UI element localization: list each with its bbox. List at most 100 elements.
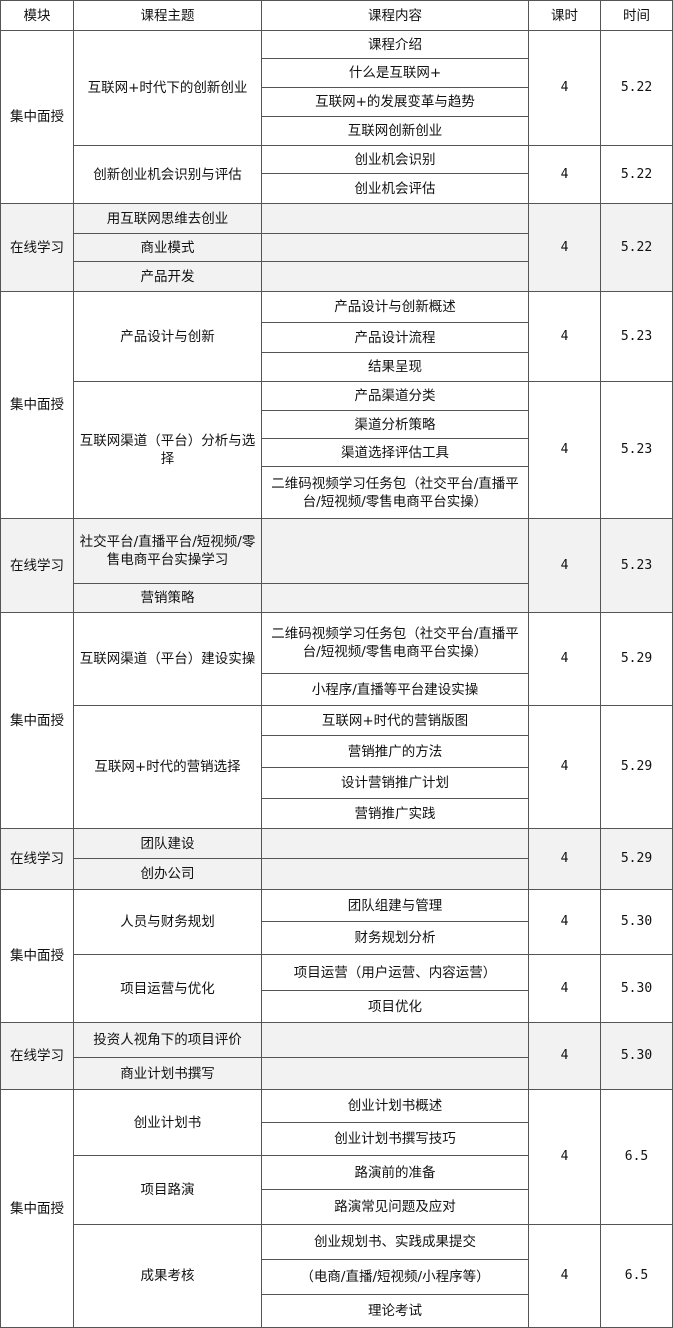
content-cell: 设计营销推广计划: [261, 767, 529, 799]
module-cell: 集中面授: [0, 291, 74, 519]
empty-content-cell: [261, 828, 529, 859]
topic-cell: 用互联网思维去创业: [73, 203, 262, 234]
content-cell: 课程介绍: [261, 30, 529, 59]
topic-cell: 投资人视角下的项目评价: [73, 1022, 262, 1058]
time-cell: 5.22: [600, 30, 673, 146]
time-cell: 5.23: [600, 291, 673, 382]
content-cell: 理论考试: [261, 1294, 529, 1328]
content-cell: 创业计划书撰写技巧: [261, 1122, 529, 1156]
module-cell: 在线学习: [0, 1022, 74, 1090]
content-cell: 渠道分析策略: [261, 410, 529, 439]
content-cell: 产品渠道分类: [261, 381, 529, 411]
content-cell: 小程序/直播等平台建设实操: [261, 673, 529, 706]
hours-cell: 4: [528, 381, 601, 519]
topic-cell: 营销策略: [73, 583, 262, 613]
module-cell: 在线学习: [0, 203, 74, 292]
content-cell: 渠道选择评估工具: [261, 438, 529, 467]
empty-content-cell: [261, 858, 529, 890]
content-cell: 项目优化: [261, 990, 529, 1023]
content-cell: 互联网创新创业: [261, 116, 529, 146]
time-cell: 5.29: [600, 705, 673, 829]
topic-cell: 项目路演: [73, 1155, 262, 1225]
content-cell: 项目运营（用户运营、内容运营）: [261, 954, 529, 991]
content-cell: 创业规划书、实践成果提交: [261, 1224, 529, 1260]
header-cell: 课时: [528, 0, 601, 31]
topic-cell: 互联网+时代的营销选择: [73, 705, 262, 829]
content-cell: 结果呈现: [261, 352, 529, 382]
hours-cell: 4: [528, 889, 601, 955]
content-cell: 团队组建与管理: [261, 889, 529, 922]
hours-cell: 4: [528, 1022, 601, 1090]
header-cell: 课程主题: [73, 0, 262, 31]
content-cell: 二维码视频学习任务包（社交平台/直播平台/短视频/零售电商平台实操）: [261, 612, 529, 674]
time-cell: 5.30: [600, 1022, 673, 1090]
header-cell: 课程内容: [261, 0, 529, 31]
empty-content-cell: [261, 203, 529, 234]
empty-content-cell: [261, 1022, 529, 1058]
topic-cell: 商业模式: [73, 233, 262, 262]
topic-cell: 团队建设: [73, 828, 262, 859]
content-cell: （电商/直播/短视频/小程序等）: [261, 1259, 529, 1295]
time-cell: 5.29: [600, 828, 673, 890]
hours-cell: 4: [528, 954, 601, 1023]
time-cell: 5.23: [600, 518, 673, 613]
module-cell: 集中面授: [0, 889, 74, 1023]
topic-cell: 产品设计与创新: [73, 291, 262, 382]
hours-cell: 4: [528, 828, 601, 890]
time-cell: 5.30: [600, 889, 673, 955]
time-cell: 6.5: [600, 1089, 673, 1225]
empty-content-cell: [261, 583, 529, 613]
content-cell: 路演前的准备: [261, 1155, 529, 1190]
header-cell: 模块: [0, 0, 74, 31]
hours-cell: 4: [528, 203, 601, 292]
time-cell: 5.23: [600, 381, 673, 519]
hours-cell: 4: [528, 612, 601, 706]
topic-cell: 互联网渠道（平台）分析与选择: [73, 381, 262, 519]
content-cell: 二维码视频学习任务包（社交平台/直播平台/短视频/零售电商平台实操）: [261, 466, 529, 519]
time-cell: 5.22: [600, 203, 673, 292]
hours-cell: 4: [528, 705, 601, 829]
topic-cell: 互联网渠道（平台）建设实操: [73, 612, 262, 706]
hours-cell: 4: [528, 30, 601, 146]
topic-cell: 项目运营与优化: [73, 954, 262, 1023]
content-cell: 产品设计流程: [261, 322, 529, 353]
module-cell: 集中面授: [0, 1089, 74, 1328]
content-cell: 产品设计与创新概述: [261, 291, 529, 323]
content-cell: 创业计划书概述: [261, 1089, 529, 1123]
module-cell: 在线学习: [0, 828, 74, 890]
empty-content-cell: [261, 1057, 529, 1090]
topic-cell: 人员与财务规划: [73, 889, 262, 955]
topic-cell: 成果考核: [73, 1224, 262, 1328]
content-cell: 路演常见问题及应对: [261, 1189, 529, 1225]
content-cell: 创业机会识别: [261, 145, 529, 174]
topic-cell: 产品开发: [73, 261, 262, 292]
empty-content-cell: [261, 518, 529, 584]
time-cell: 5.30: [600, 954, 673, 1023]
topic-cell: 创办公司: [73, 858, 262, 890]
hours-cell: 4: [528, 1089, 601, 1225]
module-cell: 在线学习: [0, 518, 74, 613]
topic-cell: 社交平台/直播平台/短视频/零售电商平台实操学习: [73, 518, 262, 584]
content-cell: 营销推广实践: [261, 798, 529, 829]
topic-cell: 创新创业机会识别与评估: [73, 145, 262, 204]
content-cell: 创业机会评估: [261, 173, 529, 204]
module-cell: 集中面授: [0, 30, 74, 204]
hours-cell: 4: [528, 518, 601, 613]
topic-cell: 创业计划书: [73, 1089, 262, 1156]
empty-content-cell: [261, 233, 529, 262]
header-cell: 时间: [600, 0, 673, 31]
time-cell: 5.22: [600, 145, 673, 204]
hours-cell: 4: [528, 291, 601, 382]
hours-cell: 4: [528, 1224, 601, 1328]
content-cell: 互联网+时代的营销版图: [261, 705, 529, 736]
time-cell: 5.29: [600, 612, 673, 706]
content-cell: 营销推广的方法: [261, 735, 529, 768]
content-cell: 什么是互联网+: [261, 58, 529, 88]
time-cell: 6.5: [600, 1224, 673, 1328]
module-cell: 集中面授: [0, 612, 74, 829]
empty-content-cell: [261, 261, 529, 292]
content-cell: 互联网+的发展变革与趋势: [261, 87, 529, 117]
topic-cell: 商业计划书撰写: [73, 1057, 262, 1090]
content-cell: 财务规划分析: [261, 921, 529, 955]
